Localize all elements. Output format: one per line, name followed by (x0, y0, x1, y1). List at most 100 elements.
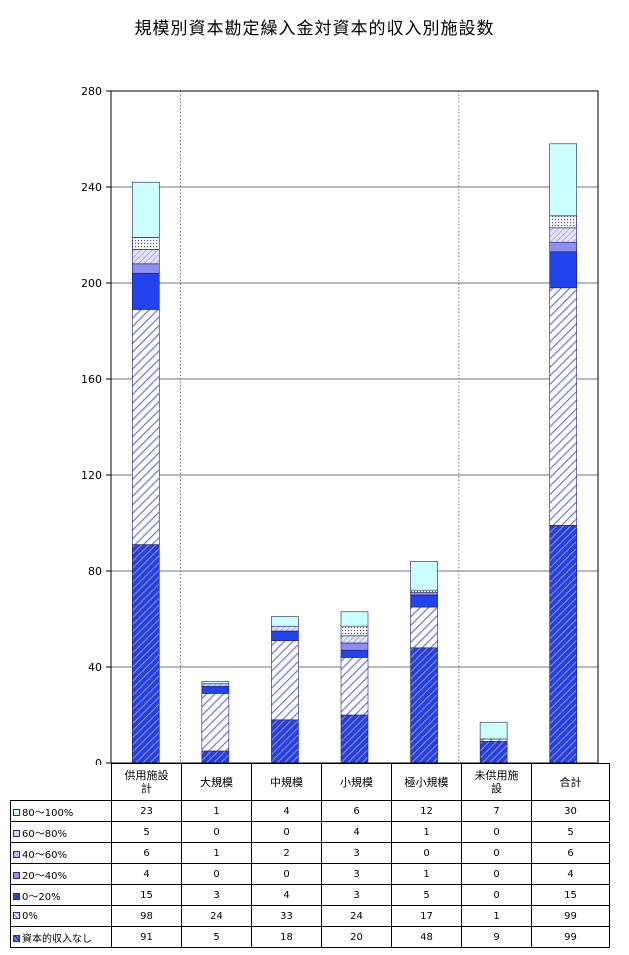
bar-segment (410, 592, 438, 596)
bar-segment (131, 237, 160, 250)
legend-swatch-icon (13, 893, 20, 900)
data-value: 23 (111, 800, 182, 822)
bar-segment (340, 625, 369, 637)
table-row: 40～60% 6 1 2 3 0 0 6 (10, 842, 610, 864)
bar-segment (479, 741, 508, 764)
category-label: 供用施設計 (111, 763, 182, 801)
data-value: 0 (461, 863, 532, 885)
data-value: 4 (111, 863, 182, 885)
data-value: 6 (111, 842, 182, 864)
y-tick-label: 40 (88, 661, 102, 674)
category-label: 大規模 (181, 763, 252, 801)
legend-label: 40～60% (22, 849, 67, 861)
table-row: 0～20% 15 3 4 3 5 0 15 (10, 884, 610, 906)
bar-segment (201, 681, 230, 685)
table-row: 20～40% 4 0 0 3 1 0 4 (10, 863, 610, 885)
data-value: 7 (461, 800, 532, 822)
legend-entry: 資本的収入なし (10, 926, 112, 948)
table-row: 80～100% 23 1 4 6 12 7 30 (10, 800, 610, 822)
bar-segment (131, 544, 160, 764)
y-tick-label: 160 (81, 373, 102, 386)
y-tick-label: 80 (88, 565, 102, 578)
data-value: 4 (251, 884, 322, 906)
bar-segment (340, 649, 369, 658)
legend-swatch-icon (13, 872, 20, 879)
y-tick-label: 200 (81, 277, 102, 290)
data-value: 3 (321, 863, 392, 885)
legend-entry: 0% (10, 905, 112, 927)
data-value: 1 (391, 863, 462, 885)
bar-segment (201, 685, 230, 694)
category-label-line: 設 (491, 782, 502, 795)
table-row: 資本的収入なし 91 5 18 20 48 9 99 (10, 926, 610, 948)
data-value: 6 (531, 842, 610, 864)
data-value: 99 (531, 926, 610, 948)
data-value: 0 (461, 884, 532, 906)
data-value: 15 (111, 884, 182, 906)
legend-entry: 0～20% (10, 884, 112, 906)
data-value: 3 (321, 842, 392, 864)
data-value: 24 (321, 905, 392, 927)
bar-segment (201, 683, 230, 687)
legend-swatch-icon (13, 935, 20, 942)
category-label: 小規模 (321, 763, 392, 801)
bar-segment (410, 561, 438, 591)
data-value: 4 (251, 800, 322, 822)
bar-segment (131, 249, 160, 265)
y-tick-label: 120 (81, 469, 102, 482)
legend-entry: 80～100% (10, 800, 112, 822)
data-value: 6 (321, 800, 392, 822)
y-tick-label: 0 (95, 757, 102, 765)
bar-segment (549, 251, 578, 289)
data-value: 0 (181, 863, 252, 885)
data-value: 3 (321, 884, 392, 906)
category-label: 合計 (531, 763, 610, 801)
data-value: 5 (531, 821, 610, 843)
bar-segment (410, 589, 438, 593)
table-row: 60～80% 5 0 0 4 1 0 5 (10, 821, 610, 843)
bar-segment (271, 630, 299, 641)
chart-title: 規模別資本勘定繰入金対資本的収入別施設数 (134, 19, 495, 39)
legend-swatch-icon (13, 830, 20, 837)
bar-segment (410, 606, 438, 649)
legend-entry: 60～80% (10, 821, 112, 843)
data-value: 30 (531, 800, 610, 822)
bar-segment (549, 227, 578, 243)
data-value: 99 (531, 905, 610, 927)
data-value: 0 (461, 842, 532, 864)
data-value: 5 (181, 926, 252, 948)
data-value: 17 (391, 905, 462, 927)
data-value: 15 (531, 884, 610, 906)
category-label-line: 中規模 (270, 775, 303, 789)
data-value: 4 (531, 863, 610, 885)
data-value: 4 (321, 821, 392, 843)
data-value: 2 (251, 842, 322, 864)
category-label-line: 供用施設 (124, 769, 169, 782)
chart-plot: 0 40 80 120 160 200 240 280 (81, 85, 599, 765)
data-value: 1 (181, 842, 252, 864)
legend-label: 0% (22, 910, 38, 922)
bar-segment (131, 263, 160, 274)
legend-label: 80～100% (22, 807, 74, 819)
data-value: 5 (111, 821, 182, 843)
legend-label: 資本的収入なし (22, 933, 92, 945)
bar-segment (340, 714, 369, 764)
data-value: 0 (181, 821, 252, 843)
category-label: 中規模 (251, 763, 322, 801)
data-value: 3 (181, 884, 252, 906)
bar-segment (271, 719, 299, 764)
data-value: 1 (391, 821, 462, 843)
data-value: 98 (111, 905, 182, 927)
category-label-line: 大規模 (200, 775, 233, 789)
bar-segment (131, 181, 160, 238)
bar-segment (201, 750, 230, 764)
bar-segment (340, 635, 369, 644)
bar-segment (549, 287, 578, 526)
category-label-line: 未供用施 (474, 769, 519, 782)
category-label-line: 合計 (559, 775, 582, 789)
table-row: 0% 98 24 33 24 17 1 99 (10, 905, 610, 927)
legend-swatch-icon (13, 809, 20, 816)
category-label-line: 小規模 (340, 775, 373, 789)
bar-segment (131, 309, 160, 545)
bar-segment (549, 215, 578, 229)
